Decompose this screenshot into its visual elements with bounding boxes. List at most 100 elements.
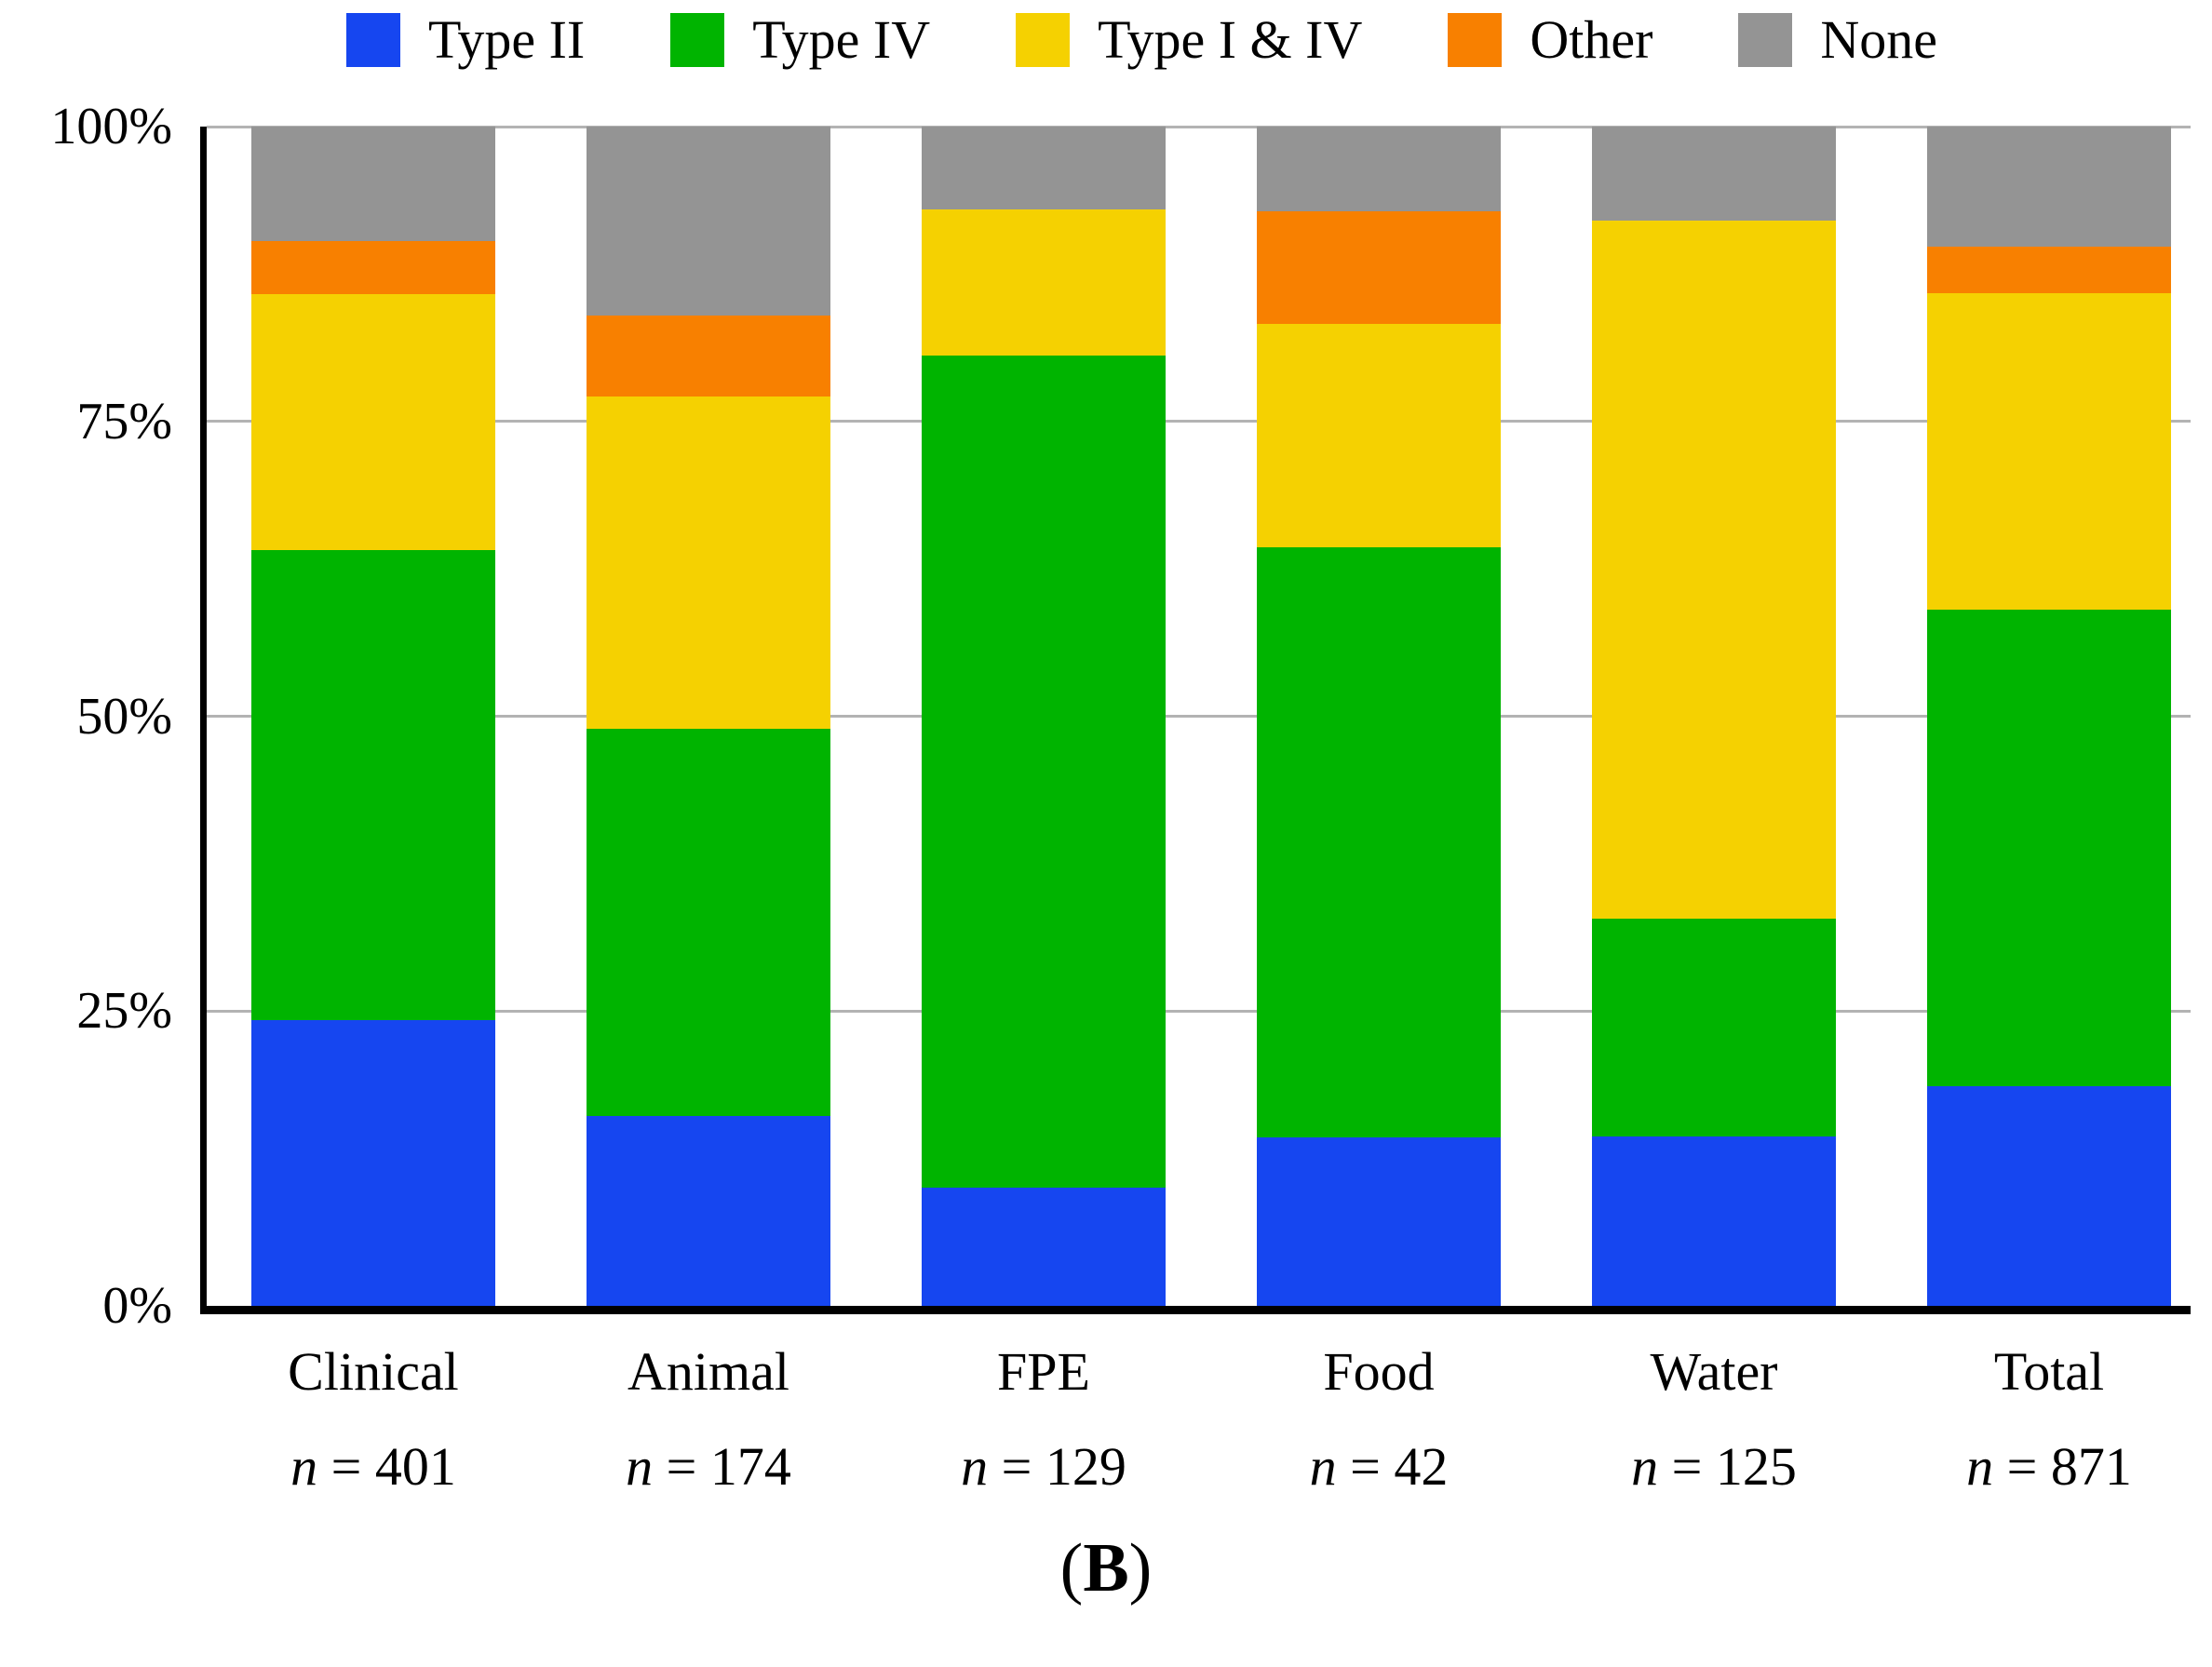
sample-size-label-total: n = 871 (1927, 1440, 2171, 1494)
bar-segment-total-type-i-iv (1927, 292, 2171, 611)
bar-segment-food-type-i-iv (1257, 323, 1501, 548)
bar-segment-water-type-ii (1592, 1136, 1836, 1306)
bar-segment-clinical-type-i-iv (251, 293, 495, 550)
legend-label-type-ii: Type II (428, 9, 586, 70)
panel-caption: (B) (0, 1534, 2212, 1603)
legend-swatch-type-iv (670, 13, 725, 67)
n-value: 42 (1394, 1436, 1449, 1497)
ytick-75: 75% (76, 392, 172, 450)
legend-swatch-none (1738, 13, 1793, 67)
legend-item-type-iv: Type IV (670, 13, 930, 67)
bar-segment-animal-none (587, 127, 830, 316)
caption-letter: B (1083, 1530, 1129, 1607)
category-label-animal: Animal (627, 1341, 789, 1402)
bar-segment-fpe-type-ii (922, 1188, 1166, 1306)
equals-sign: = (988, 1436, 1045, 1497)
chart-legend: Type II Type IV Type I & IV Other None (346, 13, 1937, 67)
x-label-water: Water n = 125 (1592, 1345, 1836, 1494)
bar-segment-clinical-other (251, 240, 495, 294)
gridline-50pct (207, 715, 2191, 718)
legend-label-type-i-iv: Type I & IV (1098, 9, 1363, 70)
bar-segment-animal-other (587, 315, 830, 397)
n-value: 129 (1045, 1436, 1126, 1497)
equals-sign: = (1993, 1436, 2051, 1497)
legend-label-other: Other (1530, 9, 1653, 70)
bar-segment-clinical-type-iv (251, 549, 495, 1021)
bar-segment-water-type-iv (1592, 919, 1836, 1136)
n-value: 401 (374, 1436, 456, 1497)
x-label-fpe: FPE n = 129 (922, 1345, 1166, 1494)
legend-swatch-type-i-iv (1016, 13, 1071, 67)
category-label-clinical: Clinical (288, 1341, 459, 1402)
bars-group (251, 127, 2171, 1306)
bar-animal (587, 127, 830, 1306)
sample-size-label-fpe: n = 129 (922, 1440, 1166, 1494)
ytick-100: 100% (50, 98, 172, 155)
bar-food (1257, 127, 1501, 1306)
n-symbol: n (1631, 1436, 1659, 1497)
bar-water (1592, 127, 1836, 1306)
gridline-100pct (207, 125, 2191, 128)
category-label-total: Total (1993, 1341, 2105, 1402)
bar-segment-food-type-iv (1257, 547, 1501, 1137)
sample-size-label-animal: n = 174 (587, 1440, 830, 1494)
n-symbol: n (1966, 1436, 1994, 1497)
bar-segment-animal-type-i-iv (587, 397, 830, 730)
bar-segment-clinical-type-ii (251, 1020, 495, 1306)
ytick-25: 25% (76, 982, 172, 1041)
legend-item-other: Other (1448, 13, 1652, 67)
bar-segment-fpe-none (922, 127, 1166, 209)
category-label-fpe: FPE (997, 1341, 1090, 1402)
equals-sign: = (1658, 1436, 1716, 1497)
sample-size-label-food: n = 42 (1257, 1440, 1501, 1494)
n-symbol: n (1309, 1436, 1337, 1497)
legend-item-type-ii: Type II (346, 13, 585, 67)
sample-size-label-water: n = 125 (1592, 1440, 1836, 1494)
n-symbol: n (626, 1436, 654, 1497)
gridline-75pct (207, 420, 2191, 423)
n-symbol: n (961, 1436, 989, 1497)
n-value: 174 (709, 1436, 791, 1497)
stacked-bar-chart: 100% 75% 50% 25% 0% (0, 101, 2191, 1332)
bar-segment-fpe-type-i-iv (922, 208, 1166, 356)
bar-total (1927, 127, 2171, 1306)
bar-segment-animal-type-iv (587, 729, 830, 1117)
ytick-0: 0% (102, 1277, 172, 1335)
bar-fpe (922, 127, 1166, 1306)
legend-label-none: None (1820, 9, 1938, 70)
bar-segment-total-none (1927, 127, 2171, 248)
bar-segment-total-type-iv (1927, 610, 2171, 1087)
x-label-animal: Animal n = 174 (587, 1345, 830, 1494)
legend-swatch-other (1448, 13, 1503, 67)
ytick-50: 50% (76, 687, 172, 746)
n-value: 125 (1715, 1436, 1797, 1497)
x-label-total: Total n = 871 (1927, 1345, 2171, 1494)
gridline-25pct (207, 1009, 2191, 1013)
legend-item-none: None (1738, 13, 1937, 67)
category-label-water: Water (1650, 1341, 1778, 1402)
caption-close-paren: ) (1128, 1530, 1153, 1607)
x-label-food: Food n = 42 (1257, 1345, 1501, 1494)
bar-segment-total-other (1927, 247, 2171, 293)
bar-segment-animal-type-ii (587, 1116, 830, 1306)
bar-segment-total-type-ii (1927, 1086, 2171, 1306)
y-axis: 100% 75% 50% 25% 0% (0, 101, 172, 1332)
equals-sign: = (653, 1436, 710, 1497)
bar-segment-food-type-ii (1257, 1136, 1501, 1306)
legend-item-type-i-iv: Type I & IV (1016, 13, 1362, 67)
legend-label-type-iv: Type IV (752, 9, 931, 70)
caption-open-paren: ( (1059, 1530, 1084, 1607)
bar-segment-water-none (1592, 127, 1836, 222)
equals-sign: = (317, 1436, 375, 1497)
x-axis-labels: Clinical n = 401 Animal n = 174 FPE n = 129 Fo… (251, 1345, 2171, 1494)
legend-swatch-type-ii (346, 13, 400, 67)
bar-segment-water-type-i-iv (1592, 221, 1836, 920)
bar-clinical (251, 127, 495, 1306)
n-symbol: n (290, 1436, 318, 1497)
bar-segment-food-other (1257, 211, 1501, 324)
bar-segment-clinical-none (251, 127, 495, 241)
plot-area (200, 125, 2191, 1314)
bar-segment-fpe-type-iv (922, 355, 1166, 1189)
category-label-food: Food (1323, 1341, 1435, 1402)
